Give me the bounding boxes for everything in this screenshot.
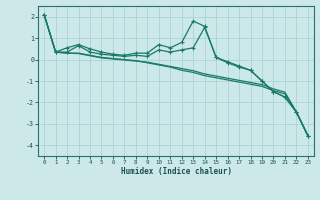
X-axis label: Humidex (Indice chaleur): Humidex (Indice chaleur)	[121, 167, 231, 176]
